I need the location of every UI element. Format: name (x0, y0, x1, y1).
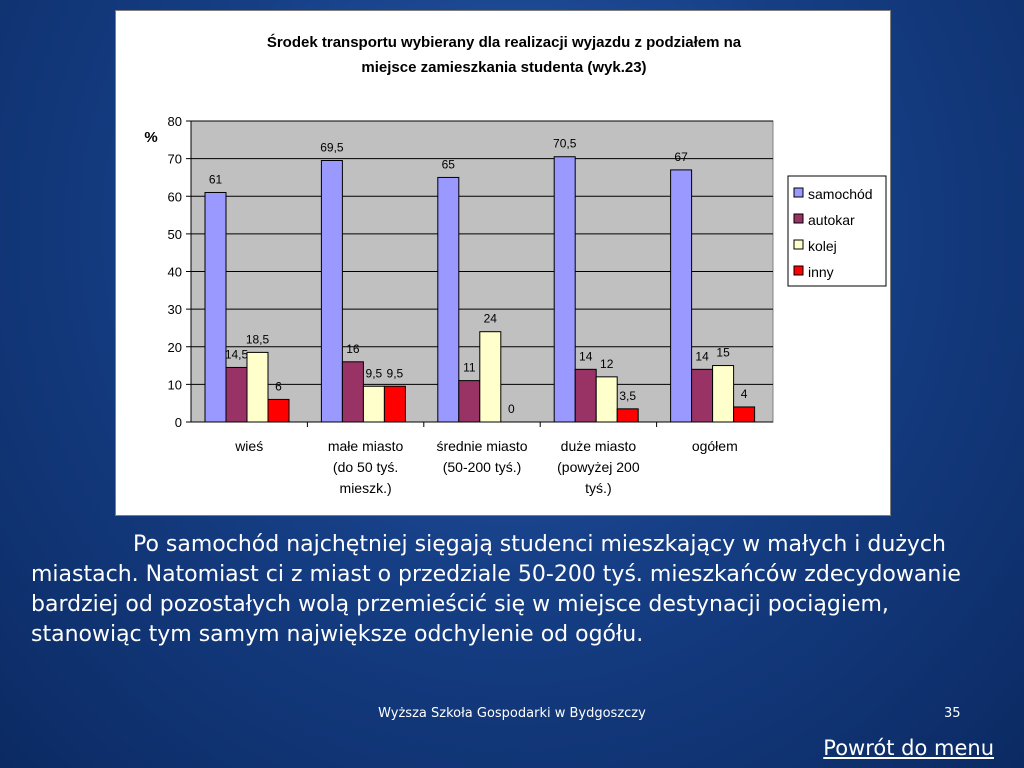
paragraph-text: Po samochód najchętniej sięgają studenci… (31, 532, 961, 647)
data-label: 0 (508, 402, 515, 416)
bar-samochód (437, 176, 460, 423)
data-label: 9,5 (366, 366, 383, 380)
bar-autokar (574, 368, 597, 423)
x-category-label: duże miasto (561, 438, 637, 454)
bar-autokar (225, 366, 248, 423)
x-category-label: ogółem (692, 438, 738, 454)
chart-panel: Środek transportu wybierany dla realizac… (115, 10, 891, 516)
y-tick-label: 70 (168, 152, 182, 167)
bar-autokar (341, 361, 364, 423)
y-tick-label: 80 (168, 114, 182, 129)
page-number: 35 (944, 706, 961, 721)
bar-kolej (246, 351, 269, 423)
y-tick-label: 0 (175, 415, 182, 430)
footer-school-name: Wyższa Szkoła Gospodarki w Bydgoszczy (378, 706, 646, 721)
bar-kolej (479, 331, 502, 423)
legend-box (787, 175, 887, 287)
x-category-label: mieszk.) (340, 480, 392, 496)
y-axis-label: % (144, 129, 157, 146)
x-category-label: wieś (234, 438, 263, 454)
data-label: 4 (741, 387, 748, 401)
bar-chart: Środek transportu wybierany dla realizac… (144, 33, 887, 496)
legend-label-kolej: kolej (808, 238, 837, 254)
body-paragraph: Po samochód najchętniej sięgają studenci… (31, 530, 996, 650)
data-label: 70,5 (553, 137, 577, 151)
legend-label-inny: inny (808, 264, 834, 280)
data-label: 16 (346, 342, 360, 356)
y-tick-label: 10 (168, 377, 182, 392)
y-tick-label: 30 (168, 302, 182, 317)
bar-samochód (670, 169, 693, 423)
chart-title-line2: miejsce zamieszkania studenta (wyk.23) (361, 59, 646, 76)
bar-kolej (362, 385, 385, 423)
bar-samochód (553, 156, 576, 423)
legend-swatch-samochód (793, 187, 804, 198)
chart-title-line1: Środek transportu wybierany dla realizac… (267, 33, 742, 51)
x-category-label: średnie miasto (436, 438, 527, 454)
legend-label-samochód: samochód (808, 186, 873, 202)
legend-swatch-autokar (793, 213, 804, 224)
bar-kolej (595, 376, 618, 423)
x-category-label: (do 50 tyś. (333, 459, 398, 475)
data-label: 14 (579, 349, 593, 363)
bar-inny (616, 408, 639, 423)
legend-swatch-kolej (793, 239, 804, 250)
bar-autokar (458, 380, 481, 423)
bar-inny (267, 398, 290, 423)
legend-swatch-inny (793, 265, 804, 276)
x-category-label: (50-200 tyś.) (443, 459, 522, 475)
data-label: 65 (442, 157, 456, 171)
legend-label-autokar: autokar (808, 212, 855, 228)
data-label: 14,5 (225, 347, 249, 361)
data-label: 11 (463, 361, 476, 375)
data-label: 14 (695, 349, 709, 363)
back-to-menu-link[interactable]: Powrót do menu (823, 736, 994, 760)
y-tick-label: 50 (168, 227, 182, 242)
data-label: 67 (674, 150, 688, 164)
data-label: 3,5 (619, 389, 636, 403)
y-tick-label: 60 (168, 189, 182, 204)
bar-inny (383, 385, 406, 423)
bar-samochód (320, 160, 343, 423)
data-label: 69,5 (320, 141, 344, 155)
x-category-label: małe miasto (328, 438, 404, 454)
bar-samochód (204, 191, 227, 423)
data-label: 15 (716, 346, 730, 360)
data-label: 24 (484, 312, 498, 326)
y-tick-label: 40 (168, 265, 182, 280)
data-label: 61 (209, 172, 223, 186)
x-category-label: (powyżej 200 (557, 459, 640, 475)
data-label: 9,5 (387, 366, 404, 380)
data-label: 12 (600, 357, 614, 371)
data-label: 18,5 (246, 332, 270, 346)
bar-kolej (712, 365, 735, 423)
bar-autokar (691, 368, 714, 423)
bar-inny (733, 406, 756, 423)
y-tick-label: 20 (168, 340, 182, 355)
data-label: 6 (275, 379, 282, 393)
x-category-label: tyś.) (585, 480, 611, 496)
